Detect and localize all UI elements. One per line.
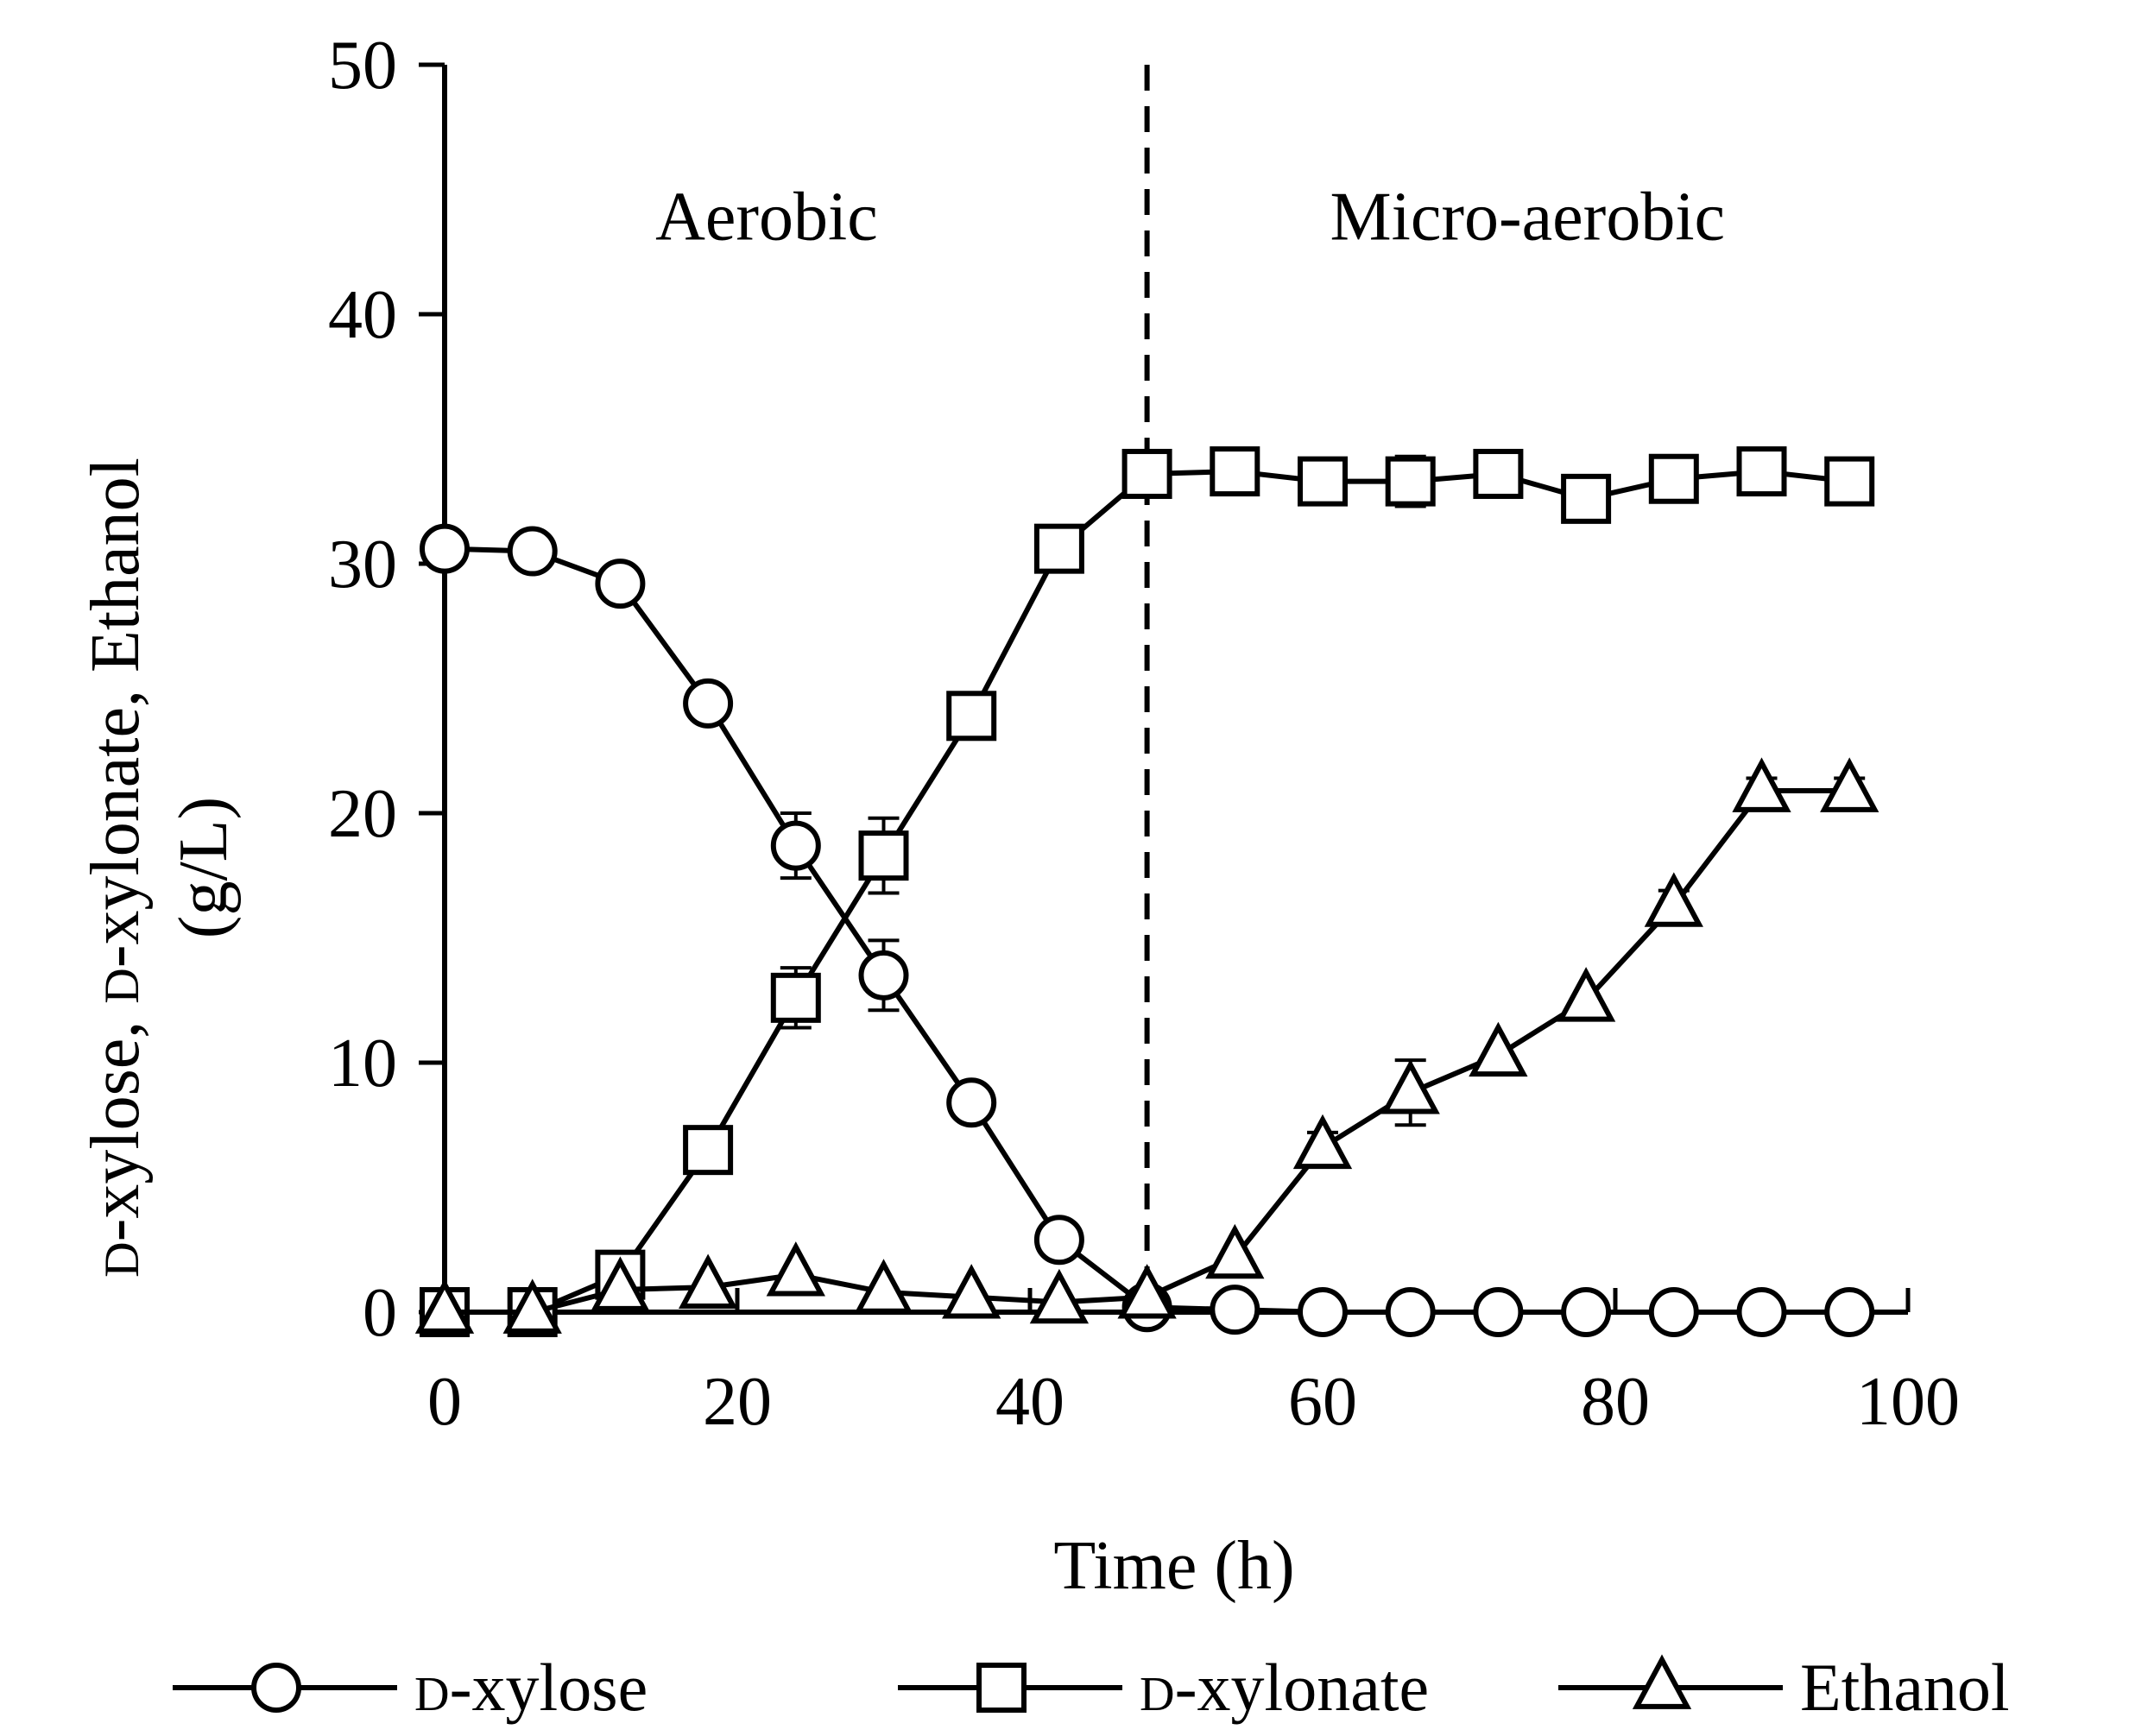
data-point-d-xylose xyxy=(1385,1287,1436,1337)
data-point-d-xylose xyxy=(420,523,470,574)
data-point-ethanol xyxy=(1117,1264,1177,1319)
data-point-d-xylose xyxy=(1298,1287,1348,1337)
y-tick-label: 20 xyxy=(328,776,397,852)
data-point-d-xylonate xyxy=(1648,453,1699,504)
legend-marker-ethanol xyxy=(1632,1654,1692,1709)
data-point-d-xylonate xyxy=(1736,446,1787,497)
x-axis-title: Time (h) xyxy=(1053,1528,1294,1604)
data-point-d-xylonate xyxy=(1473,448,1524,499)
data-point-d-xylose xyxy=(683,678,734,729)
data-point-d-xylose xyxy=(595,559,646,609)
data-point-ethanol xyxy=(414,1278,475,1334)
data-point-d-xylonate xyxy=(946,691,997,742)
data-point-ethanol xyxy=(591,1256,650,1311)
series-ethanol xyxy=(414,757,1879,1334)
data-point-d-xylose xyxy=(1736,1287,1787,1337)
data-point-d-xylose xyxy=(1648,1287,1699,1337)
y-tick-label: 0 xyxy=(363,1275,397,1351)
data-point-d-xylose xyxy=(858,950,909,1001)
x-tick-label: 80 xyxy=(1581,1364,1650,1440)
y-axis-ticks: 0 10 20 30 40 50 xyxy=(328,28,445,1351)
data-point-d-xylonate xyxy=(1121,448,1172,499)
data-point-ethanol xyxy=(502,1278,562,1334)
y-tick-label: 50 xyxy=(328,28,397,104)
legend-label-d-xylose: D-xylose xyxy=(414,1650,648,1725)
data-point-ethanol xyxy=(1292,1114,1353,1170)
data-point-d-xylonate xyxy=(683,1125,734,1176)
series-layer xyxy=(414,446,1879,1337)
data-point-ethanol xyxy=(1469,1021,1528,1077)
x-tick-label: 100 xyxy=(1856,1364,1960,1440)
data-point-d-xylonate xyxy=(1824,456,1875,507)
y-axis-title-line1: D-xylose, D-xylonate, Ethanol xyxy=(78,458,154,1278)
data-point-ethanol xyxy=(854,1259,913,1314)
y-tick-label: 10 xyxy=(328,1026,397,1102)
phase-label-micro-aerobic: Micro-aerobic xyxy=(1330,179,1726,255)
y-axis-title: D-xylose, D-xylonate, Ethanol (g/L) xyxy=(78,458,242,1278)
legend: D-xylose D-xylonate Ethanol xyxy=(173,1650,2010,1725)
x-tick-label: 60 xyxy=(1288,1364,1357,1440)
data-point-d-xylose xyxy=(1033,1215,1084,1266)
legend-label-d-xylonate: D-xylonate xyxy=(1140,1650,1429,1725)
data-point-d-xylose xyxy=(946,1077,997,1128)
data-point-ethanol xyxy=(766,1241,825,1297)
data-point-d-xylose xyxy=(1210,1285,1260,1335)
data-point-d-xylose xyxy=(1473,1287,1524,1337)
x-tick-label: 40 xyxy=(995,1364,1064,1440)
data-point-d-xylonate xyxy=(1210,446,1260,497)
data-point-d-xylonate xyxy=(1298,456,1348,507)
data-point-ethanol xyxy=(942,1264,1001,1319)
data-point-ethanol xyxy=(678,1253,738,1309)
data-point-ethanol xyxy=(1029,1268,1090,1324)
data-point-ethanol xyxy=(1380,1059,1440,1114)
data-point-d-xylonate xyxy=(1561,473,1612,524)
data-point-ethanol xyxy=(1556,967,1616,1022)
legend-marker-d-xylose xyxy=(251,1663,301,1713)
data-point-d-xylose xyxy=(507,526,558,577)
phase-label-aerobic: Aerobic xyxy=(655,179,878,255)
legend-label-ethanol: Ethanol xyxy=(1800,1650,2010,1725)
data-point-d-xylonate xyxy=(770,972,821,1023)
legend-marker-d-xylonate xyxy=(976,1663,1027,1713)
x-tick-label: 20 xyxy=(703,1364,772,1440)
data-point-ethanol xyxy=(1644,872,1703,927)
data-point-d-xylose xyxy=(1561,1287,1612,1337)
data-point-d-xylonate xyxy=(858,830,909,881)
data-point-ethanol xyxy=(1205,1223,1265,1279)
data-point-d-xylose xyxy=(1824,1287,1875,1337)
data-point-d-xylonate xyxy=(1385,456,1436,507)
data-point-d-xylonate xyxy=(1033,523,1084,574)
data-point-ethanol xyxy=(1732,757,1791,812)
y-tick-label: 30 xyxy=(328,527,397,603)
y-tick-label: 40 xyxy=(328,277,397,353)
data-point-ethanol xyxy=(1820,757,1879,812)
data-point-d-xylose xyxy=(770,820,821,871)
x-tick-label: 0 xyxy=(427,1364,462,1440)
y-axis-title-line2: (g/L) xyxy=(166,797,242,938)
